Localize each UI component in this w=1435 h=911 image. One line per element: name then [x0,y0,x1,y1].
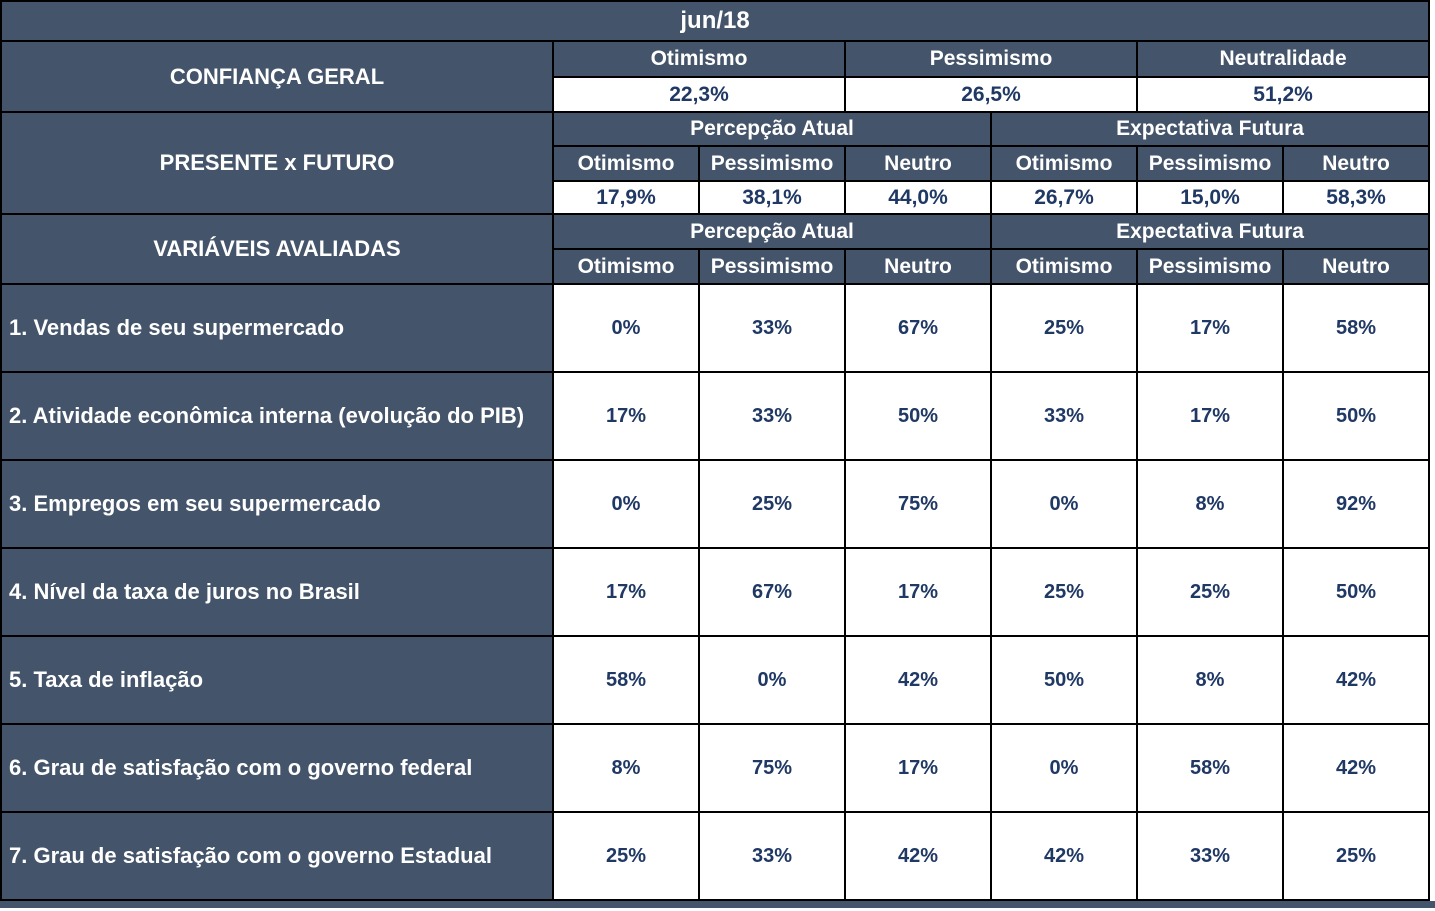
value-cell: 58% [1136,723,1284,813]
value-cell: 92% [1281,459,1431,549]
value-cell: 50% [844,371,992,461]
sub-header-pessimismo-atual: Pessimismo [698,248,846,285]
value-confianca-otimismo: 22,3% [552,76,846,113]
value-cell: 58% [1281,283,1431,373]
table-row: 3. Empregos em seu supermercado 0% 25% 7… [0,459,1431,549]
sub-header-pessimismo-atual: Pessimismo [698,145,846,182]
value-cell: 67% [844,283,992,373]
sub-header-neutro-futura: Neutro [1281,248,1431,285]
value-cell: 17% [1136,371,1284,461]
bottom-strip [0,901,1435,908]
sub-header-otimismo-futura: Otimismo [990,248,1138,285]
value-cell: 50% [990,635,1138,725]
value-cell: 75% [698,723,846,813]
group-header-expectativa-futura: Expectativa Futura [989,111,1431,147]
row-label-inflacao: 5. Taxa de inflação [0,635,554,725]
value-cell: 25% [1281,811,1431,901]
row-label-vendas: 1. Vendas de seu supermercado [0,283,554,373]
report-title: jun/18 [0,0,1431,42]
value-cell: 0% [990,723,1138,813]
value-cell: 25% [990,547,1138,637]
sub-header-neutro-atual: Neutro [844,145,992,182]
sub-header-otimismo-atual: Otimismo [552,248,700,285]
value-cell: 17% [1136,283,1284,373]
row-label-governo-estadual: 7. Grau de satisfação com o governo Esta… [0,811,554,901]
sub-header-neutro-atual: Neutro [844,248,992,285]
value-cell: 33% [1136,811,1284,901]
value-cell: 17% [844,723,992,813]
sub-header-neutro-futura: Neutro [1281,145,1431,182]
value-cell: 33% [990,371,1138,461]
group-header-expectativa-futura: Expectativa Futura [989,213,1431,250]
value-cell: 25% [1136,547,1284,637]
value-cell: 33% [698,811,846,901]
sub-header-otimismo-atual: Otimismo [552,145,700,182]
value-cell: 58% [552,635,700,725]
table-row: 1. Vendas de seu supermercado 0% 33% 67%… [0,283,1431,373]
value-cell: 8% [1136,635,1284,725]
table-row: 6. Grau de satisfação com o governo fede… [0,723,1431,813]
table-row: 5. Taxa de inflação 58% 0% 42% 50% 8% 42… [0,635,1431,725]
value-cell: 25% [990,283,1138,373]
value-cell: 17% [552,547,700,637]
value-pf: 17,9% [552,180,700,215]
value-pf: 58,3% [1281,180,1431,215]
value-cell: 75% [844,459,992,549]
value-cell: 42% [1281,635,1431,725]
value-cell: 42% [844,635,992,725]
value-cell: 8% [552,723,700,813]
value-cell: 17% [844,547,992,637]
value-cell: 67% [698,547,846,637]
value-cell: 0% [552,459,700,549]
group-header-percepcao-atual: Percepção Atual [552,213,992,250]
value-cell: 33% [698,283,846,373]
sub-header-otimismo-futura: Otimismo [990,145,1138,182]
value-cell: 17% [552,371,700,461]
value-cell: 25% [698,459,846,549]
value-cell: 0% [552,283,700,373]
group-header-percepcao-atual: Percepção Atual [552,111,992,147]
section-label-confianca-geral: CONFIANÇA GERAL [0,40,554,113]
table-row: 4. Nível da taxa de juros no Brasil 17% … [0,547,1431,637]
value-confianca-pessimismo: 26,5% [844,76,1138,113]
value-cell: 0% [698,635,846,725]
value-confianca-neutralidade: 51,2% [1135,76,1431,113]
value-pf: 15,0% [1136,180,1284,215]
value-pf: 44,0% [844,180,992,215]
row-label-empregos: 3. Empregos em seu supermercado [0,459,554,549]
table-row: 2. Atividade econômica interna (evolução… [0,371,1431,461]
row-label-governo-federal: 6. Grau de satisfação com o governo fede… [0,723,554,813]
row-label-taxa-juros: 4. Nível da taxa de juros no Brasil [0,547,554,637]
sub-header-pessimismo-futura: Pessimismo [1136,248,1284,285]
col-header-neutralidade: Neutralidade [1135,40,1431,78]
value-cell: 0% [990,459,1138,549]
section-label-variaveis-avaliadas: VARIÁVEIS AVALIADAS [0,213,554,285]
value-cell: 42% [1281,723,1431,813]
col-header-pessimismo: Pessimismo [844,40,1138,78]
value-cell: 42% [990,811,1138,901]
value-cell: 50% [1281,371,1431,461]
col-header-otimismo: Otimismo [552,40,846,78]
value-cell: 25% [552,811,700,901]
value-pf: 38,1% [698,180,846,215]
value-cell: 50% [1281,547,1431,637]
section-label-presente-futuro: PRESENTE x FUTURO [0,111,554,215]
value-pf: 26,7% [990,180,1138,215]
value-cell: 8% [1136,459,1284,549]
sub-header-pessimismo-futura: Pessimismo [1136,145,1284,182]
row-label-atividade-economica: 2. Atividade econômica interna (evolução… [0,371,554,461]
table-row: 7. Grau de satisfação com o governo Esta… [0,811,1431,901]
value-cell: 42% [844,811,992,901]
value-cell: 33% [698,371,846,461]
